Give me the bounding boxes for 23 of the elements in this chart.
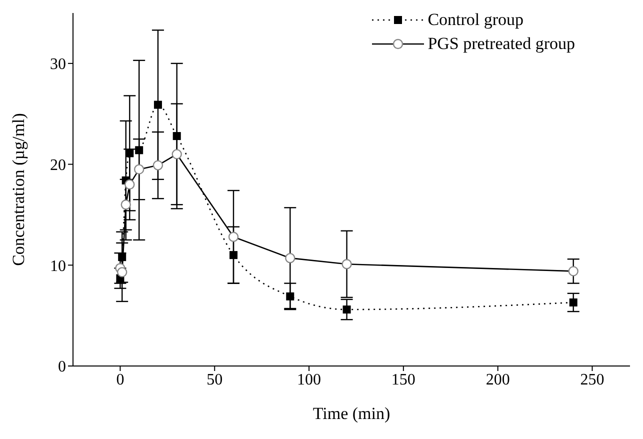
point [229,251,238,260]
y-tick-label: 30 [50,56,66,74]
x-tick-label: 50 [206,371,223,388]
point [118,253,126,262]
point [126,149,134,158]
x-tick-label: 100 [297,371,322,388]
point [135,146,144,154]
point [342,306,351,314]
x-tick-label: 200 [486,371,510,388]
point [569,298,578,306]
y-tick-label: 20 [50,156,66,174]
y-tick-label: 10 [50,258,66,275]
y-tick-label: 0 [58,358,66,376]
x-axis-title: Time (min) [312,404,390,423]
legend-label: Control group [428,10,524,30]
x-tick-label: 150 [391,371,416,388]
legend-label: PGS pretreated group [428,34,575,54]
x-tick-label: 0 [116,371,124,388]
point [154,100,162,109]
y-axis-title: Concentration (µg/ml) [9,113,28,266]
x-tick-label: 250 [580,371,604,388]
point [286,292,294,300]
point [172,132,181,140]
